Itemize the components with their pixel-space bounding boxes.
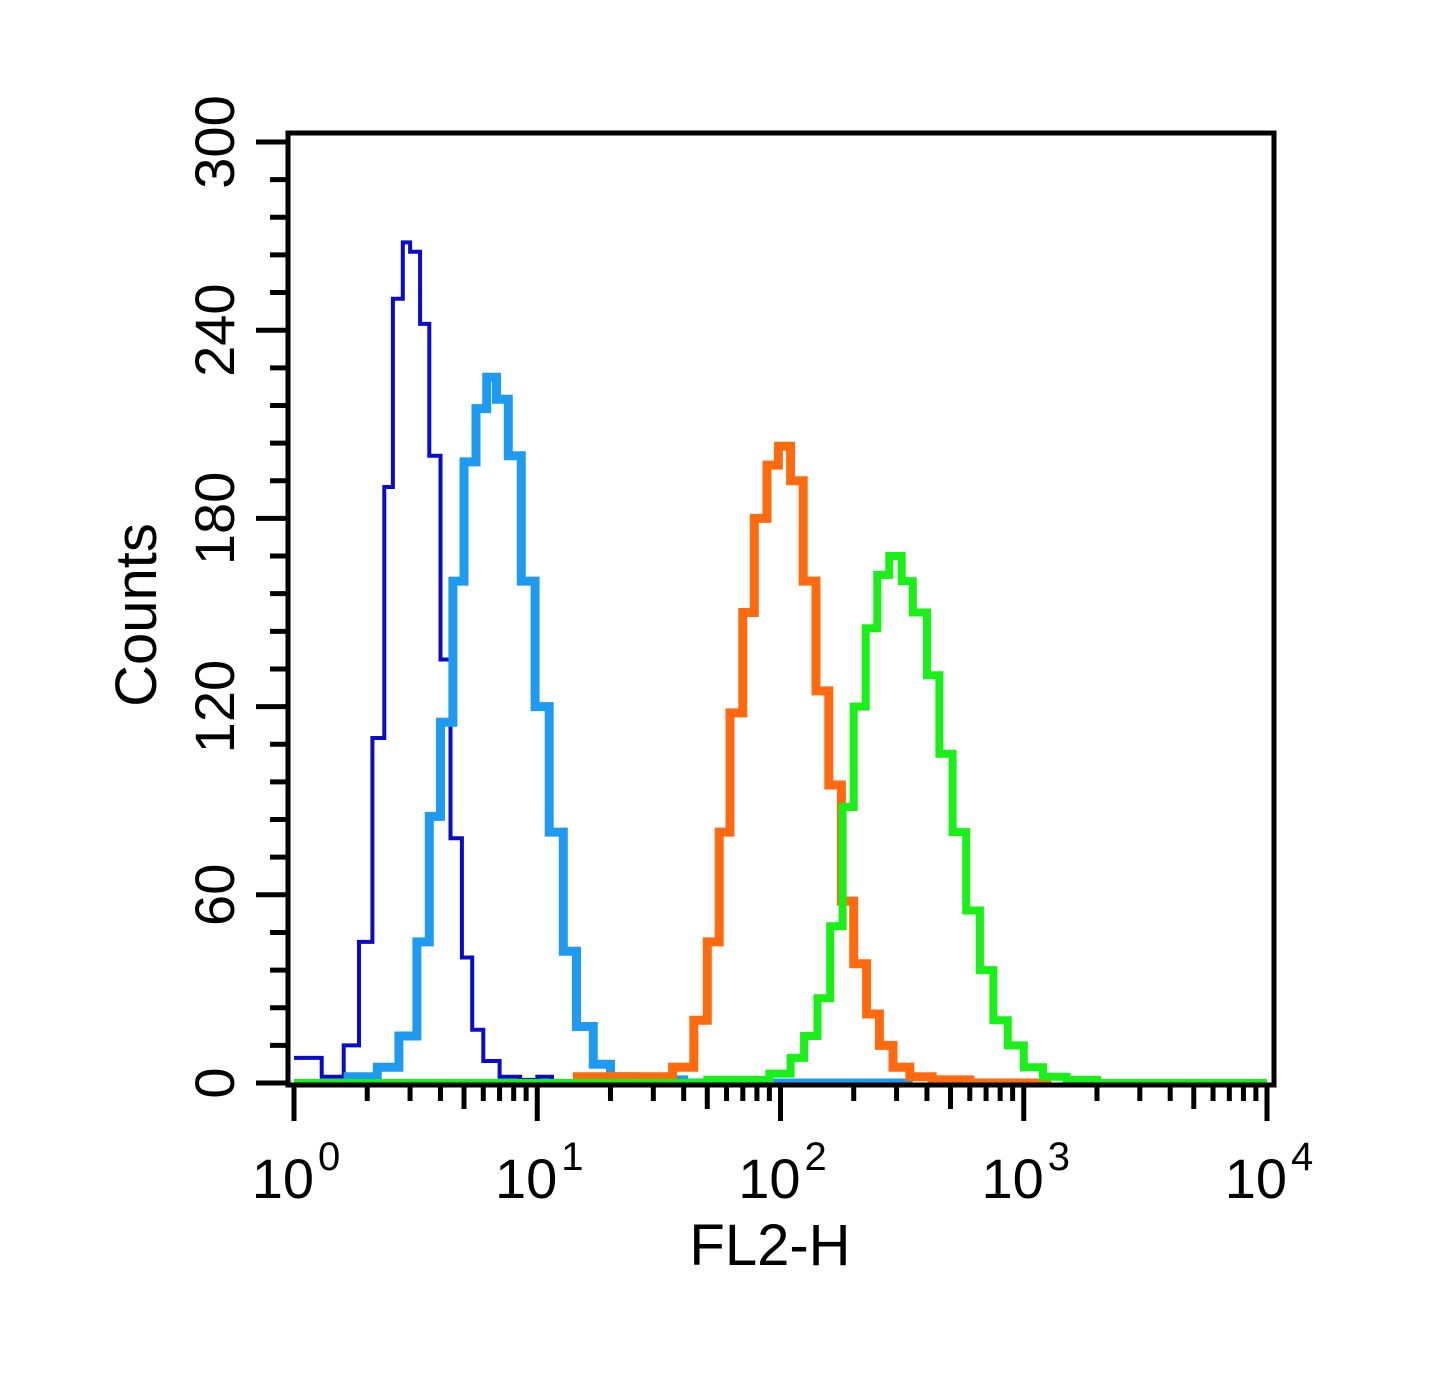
histogram-series-layer	[294, 240, 1267, 1088]
x-axis-title: FL2-H	[689, 1213, 850, 1278]
y-axis: 0 60 120 180 240 300	[183, 95, 288, 1099]
histogram-series-4	[294, 552, 1267, 1087]
y-axis-title: Counts	[104, 523, 169, 707]
histogram-series-3	[572, 441, 1052, 1088]
x-tick-label: 10 2	[738, 1135, 827, 1210]
x-tick-label: 10 4	[1225, 1135, 1314, 1210]
y-tick-label: 240	[183, 283, 246, 376]
plot-frame	[285, 130, 1277, 1088]
y-tick-label: 60	[183, 864, 246, 926]
y-tick-label: 180	[183, 472, 246, 565]
y-tick-label: 0	[183, 1067, 246, 1098]
x-tick-label: 10 0	[252, 1135, 341, 1210]
x-axis: 10 0 10 1 10 2 10 3 10 4	[252, 1085, 1314, 1210]
x-tick-label: 10 1	[495, 1135, 584, 1210]
y-tick-label: 120	[183, 660, 246, 753]
y-tick-label: 300	[183, 95, 246, 188]
histogram-series-2	[343, 372, 913, 1088]
x-tick-label: 10 3	[981, 1135, 1070, 1210]
histogram-series-1	[294, 240, 554, 1083]
